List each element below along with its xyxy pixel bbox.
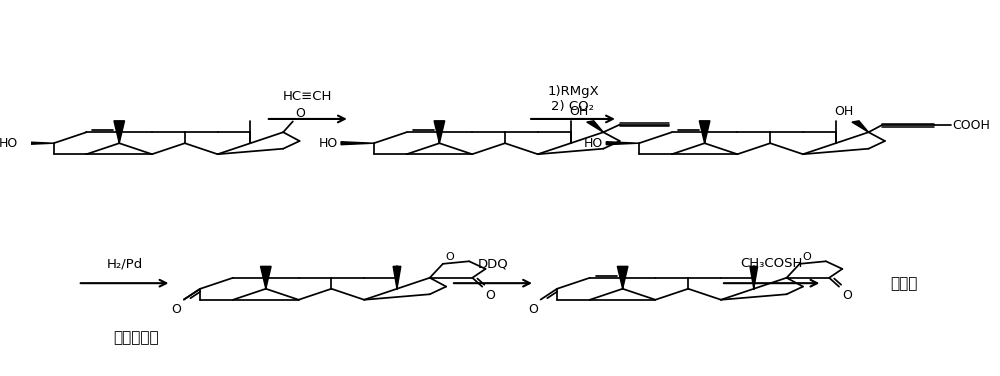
Text: OH: OH bbox=[834, 105, 854, 118]
Text: HC≡CH: HC≡CH bbox=[283, 90, 332, 103]
Polygon shape bbox=[393, 266, 401, 289]
Text: DDQ: DDQ bbox=[478, 257, 508, 270]
Text: 2) CO₂: 2) CO₂ bbox=[551, 100, 594, 113]
Polygon shape bbox=[261, 266, 271, 289]
Text: COOH: COOH bbox=[952, 119, 990, 132]
Polygon shape bbox=[852, 121, 869, 132]
Polygon shape bbox=[699, 121, 710, 143]
Text: 去氢表雄锐: 去氢表雄锐 bbox=[113, 330, 158, 345]
Text: O: O bbox=[171, 303, 181, 316]
Polygon shape bbox=[434, 121, 445, 143]
Polygon shape bbox=[21, 142, 54, 145]
Text: O: O bbox=[485, 288, 495, 302]
Text: 1)RMgX: 1)RMgX bbox=[547, 85, 599, 99]
Text: OH: OH bbox=[569, 105, 588, 118]
Text: 贓内酩: 贓内酩 bbox=[891, 276, 918, 291]
Text: H₂/Pd: H₂/Pd bbox=[106, 257, 143, 270]
Text: HO: HO bbox=[0, 137, 18, 150]
Text: O: O bbox=[842, 288, 852, 302]
Polygon shape bbox=[606, 142, 639, 145]
Polygon shape bbox=[750, 266, 758, 289]
Polygon shape bbox=[587, 121, 603, 132]
Polygon shape bbox=[341, 142, 374, 145]
Text: O: O bbox=[296, 106, 306, 120]
Text: O: O bbox=[528, 303, 538, 316]
Text: O: O bbox=[803, 252, 811, 262]
Polygon shape bbox=[114, 121, 125, 143]
Polygon shape bbox=[617, 266, 628, 289]
Text: HO: HO bbox=[584, 137, 603, 150]
Text: O: O bbox=[446, 252, 455, 262]
Text: CH₃COSH: CH₃COSH bbox=[740, 257, 803, 270]
Text: HO: HO bbox=[319, 137, 338, 150]
